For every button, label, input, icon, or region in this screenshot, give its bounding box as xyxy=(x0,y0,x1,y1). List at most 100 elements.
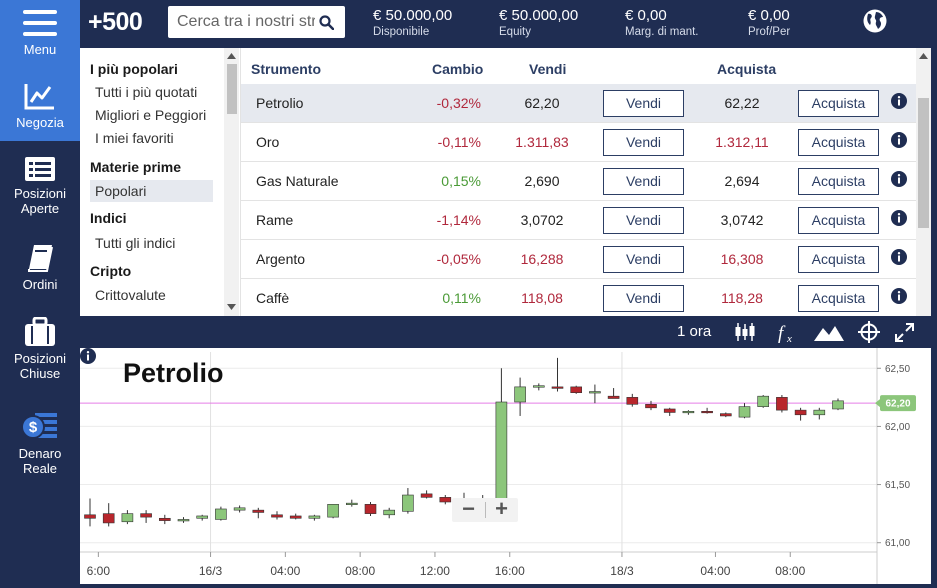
candle-up xyxy=(813,409,826,416)
category-scrollbar[interactable] xyxy=(224,48,239,316)
info-icon[interactable] xyxy=(891,171,907,187)
sell-button[interactable]: Vendi xyxy=(603,168,684,195)
instrument-name: Oro xyxy=(256,134,280,150)
stat-available-label: Disponibile xyxy=(373,26,430,38)
table-row[interactable]: Caffè 0,11% 118,08 Vendi 118,28 Acquista xyxy=(241,279,916,316)
instrument-name: Argento xyxy=(256,251,306,267)
sell-button[interactable]: Vendi xyxy=(603,129,684,156)
table-row[interactable]: Rame -1,14% 3,0702 Vendi 3,0742 Acquista xyxy=(241,201,916,240)
instrument-change: -0,05% xyxy=(436,251,481,267)
instrument-name: Caffè xyxy=(256,290,290,306)
nav-orders[interactable]: Ordini xyxy=(0,243,80,299)
y-tick-label: 62,00 xyxy=(885,422,910,433)
nav-closed-positions[interactable]: Posizioni Chiuse xyxy=(0,317,80,389)
stat-equity-label: Equity xyxy=(499,26,531,38)
info-icon[interactable] xyxy=(891,249,907,265)
candle-up xyxy=(738,406,751,418)
crosshair-icon[interactable] xyxy=(858,321,880,343)
table-row[interactable]: Oro -0,11% 1.311,83 Vendi 1.312,11 Acquista xyxy=(241,123,916,162)
table-row[interactable]: Argento -0,05% 16,288 Vendi 16,308 Acquista xyxy=(241,240,916,279)
brand-logo: +500 xyxy=(88,8,143,36)
search-icon[interactable] xyxy=(319,15,334,30)
search-input[interactable] xyxy=(177,12,315,32)
fullscreen-icon[interactable] xyxy=(895,323,914,342)
buy-button[interactable]: Acquista xyxy=(798,285,879,312)
category-item[interactable]: I miei favoriti xyxy=(95,130,174,146)
nav-open-positions[interactable]: Posizioni Aperte xyxy=(0,156,80,224)
category-item-selected[interactable]: Popolari xyxy=(90,180,213,202)
y-tick-label: 61,00 xyxy=(885,538,910,549)
candlestick-chart[interactable]: 62,50 62,00 61,50 61,00 62,20 6:00 16/3 04:00 08… xyxy=(80,348,931,584)
nav-trade[interactable]: Negozia xyxy=(0,68,80,141)
candle-up xyxy=(682,411,695,414)
info-icon[interactable] xyxy=(891,288,907,304)
candle-up xyxy=(233,507,246,511)
x-tick-label: 18/3 xyxy=(610,564,634,578)
sell-button[interactable]: Vendi xyxy=(603,207,684,234)
table-row[interactable]: Gas Naturale 0,15% 2,690 Vendi 2,694 Acquista xyxy=(241,162,916,201)
col-header-sell: Vendi xyxy=(529,61,567,77)
candle-up xyxy=(215,508,227,520)
buy-button[interactable]: Acquista xyxy=(798,168,879,195)
function-icon[interactable]: f x xyxy=(776,322,798,344)
col-header-buy: Acquista xyxy=(717,61,777,77)
candle-down xyxy=(626,397,639,405)
info-icon[interactable] xyxy=(891,93,907,109)
category-item[interactable]: Tutti gli indici xyxy=(95,235,176,251)
svg-text:x: x xyxy=(786,333,792,344)
info-icon[interactable] xyxy=(80,348,96,364)
table-scrollbar[interactable] xyxy=(916,48,931,316)
right-edge xyxy=(931,0,937,588)
candle-down xyxy=(607,395,620,399)
category-heading: I più popolari xyxy=(90,61,178,77)
scroll-up-arrow-icon[interactable] xyxy=(919,53,928,59)
zoom-control: − + xyxy=(452,498,518,522)
zoom-in-button[interactable]: + xyxy=(495,496,508,521)
sell-button[interactable]: Vendi xyxy=(603,90,684,117)
buy-button[interactable]: Acquista xyxy=(798,207,879,234)
zoom-divider xyxy=(485,502,486,518)
category-item[interactable]: Tutti i più quotati xyxy=(95,84,198,100)
sell-button[interactable]: Vendi xyxy=(603,246,684,273)
category-item[interactable]: Crittovalute xyxy=(95,287,166,303)
info-icon[interactable] xyxy=(891,132,907,148)
sell-price: 2,690 xyxy=(524,173,560,189)
buy-button[interactable]: Acquista xyxy=(798,129,879,156)
book-icon xyxy=(28,245,53,272)
price-chart[interactable]: 62,50 62,00 61,50 61,00 62,20 6:00 16/3 04:00 08… xyxy=(80,348,931,584)
scroll-up-arrow-icon[interactable] xyxy=(227,53,236,59)
sell-button[interactable]: Vendi xyxy=(603,285,684,312)
category-heading: Indici xyxy=(90,210,127,226)
nav-menu[interactable]: Menu xyxy=(0,0,80,68)
line-chart-icon xyxy=(24,84,54,110)
buy-button[interactable]: Acquista xyxy=(798,90,879,117)
stat-profit-loss-label: Prof/Per xyxy=(748,26,791,38)
list-icon xyxy=(25,157,55,181)
area-chart-icon[interactable] xyxy=(814,323,844,341)
x-tick-label: 08:00 xyxy=(775,564,805,578)
globe-icon[interactable] xyxy=(862,8,888,34)
candle-down xyxy=(551,386,564,389)
sell-price: 3,0702 xyxy=(520,212,564,228)
candle-up xyxy=(589,391,601,394)
category-scroll-thumb[interactable] xyxy=(227,64,237,114)
buy-button[interactable]: Acquista xyxy=(798,246,879,273)
info-icon[interactable] xyxy=(891,210,907,226)
scroll-down-arrow-icon[interactable] xyxy=(227,304,236,310)
table-row[interactable]: Petrolio -0,32% 62,20 Vendi 62,22 Acquista xyxy=(241,84,916,123)
candle-up xyxy=(177,519,190,522)
instrument-change: -1,14% xyxy=(436,212,481,228)
nav-menu-label: Menu xyxy=(23,42,57,57)
candles-icon[interactable] xyxy=(734,322,756,342)
candle-up xyxy=(832,400,844,410)
category-item[interactable]: Migliori e Peggiori xyxy=(95,107,207,123)
nav-real-money[interactable]: $ Denaro Reale xyxy=(0,410,80,484)
money-icon: $ xyxy=(21,413,57,439)
candle-up xyxy=(383,509,396,516)
zoom-out-button[interactable]: − xyxy=(462,496,475,521)
timeframe-selector[interactable]: 1 ora xyxy=(677,323,712,340)
table-scroll-thumb[interactable] xyxy=(918,98,929,228)
candle-down xyxy=(84,514,96,519)
search-box[interactable] xyxy=(168,6,345,38)
